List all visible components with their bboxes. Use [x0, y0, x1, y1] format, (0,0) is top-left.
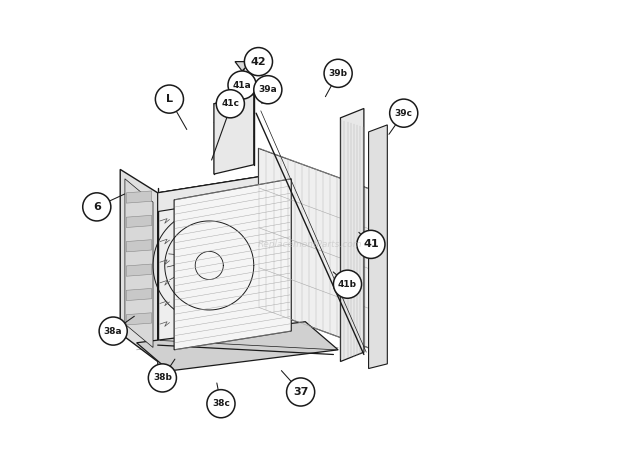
Circle shape — [148, 364, 177, 392]
Text: 39a: 39a — [259, 85, 277, 94]
Polygon shape — [120, 169, 157, 361]
Circle shape — [207, 390, 235, 418]
Circle shape — [244, 47, 273, 76]
Polygon shape — [214, 94, 254, 174]
Circle shape — [324, 59, 352, 87]
Polygon shape — [136, 321, 338, 371]
Text: 6: 6 — [93, 202, 100, 212]
Text: 38a: 38a — [104, 327, 123, 336]
Polygon shape — [235, 62, 252, 71]
Polygon shape — [126, 191, 152, 203]
Circle shape — [228, 71, 256, 99]
Circle shape — [389, 99, 418, 127]
Text: ReplacementParts.com: ReplacementParts.com — [258, 240, 362, 249]
Polygon shape — [174, 179, 291, 350]
Polygon shape — [126, 215, 152, 227]
Circle shape — [82, 193, 111, 221]
Polygon shape — [157, 169, 305, 212]
Polygon shape — [259, 149, 380, 352]
Polygon shape — [368, 125, 388, 368]
Text: 42: 42 — [250, 56, 266, 67]
Text: 41c: 41c — [221, 99, 239, 108]
Text: 41: 41 — [363, 239, 379, 250]
Polygon shape — [157, 324, 305, 366]
Circle shape — [357, 230, 385, 258]
Polygon shape — [125, 179, 153, 347]
Polygon shape — [157, 169, 305, 347]
Circle shape — [156, 85, 184, 113]
Circle shape — [286, 378, 315, 406]
Circle shape — [216, 90, 244, 118]
Text: 38b: 38b — [153, 374, 172, 383]
Text: 39c: 39c — [395, 109, 413, 118]
Text: L: L — [166, 94, 173, 104]
Circle shape — [334, 270, 361, 298]
Polygon shape — [126, 240, 152, 252]
Text: 41a: 41a — [232, 80, 252, 90]
Circle shape — [254, 76, 282, 104]
Polygon shape — [340, 109, 364, 361]
Text: 37: 37 — [293, 387, 308, 397]
Polygon shape — [126, 313, 152, 325]
Text: 41b: 41b — [338, 280, 357, 289]
Polygon shape — [126, 289, 152, 301]
Text: 39b: 39b — [329, 69, 348, 78]
Circle shape — [99, 317, 127, 345]
Polygon shape — [126, 264, 152, 276]
Text: 38c: 38c — [212, 399, 230, 408]
